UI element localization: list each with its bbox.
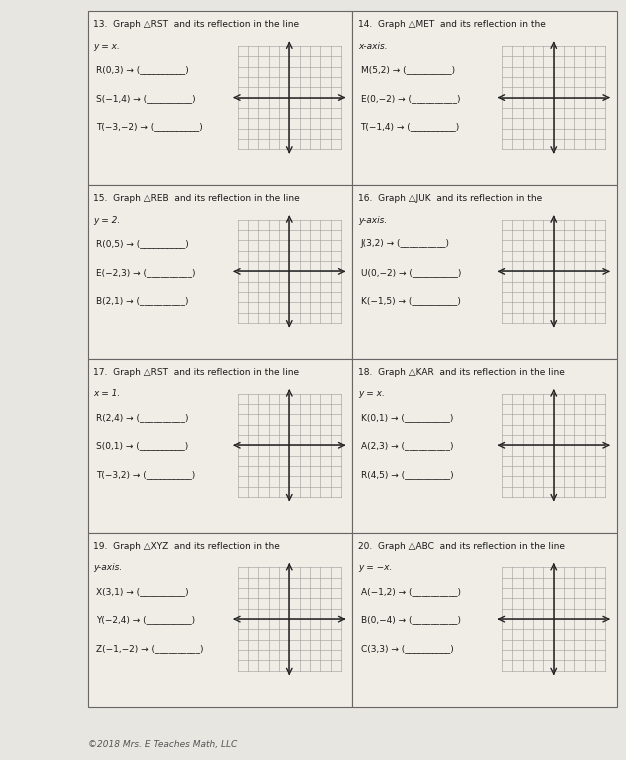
- Text: 19.  Graph △XYZ  and its reflection in the: 19. Graph △XYZ and its reflection in the: [93, 542, 280, 551]
- Text: x-axis.: x-axis.: [358, 42, 387, 51]
- Text: A(2,3) → (__________): A(2,3) → (__________): [361, 442, 453, 451]
- Text: T(−3,2) → (__________): T(−3,2) → (__________): [96, 470, 195, 479]
- Text: y = x.: y = x.: [93, 42, 120, 51]
- Text: T(−3,−2) → (__________): T(−3,−2) → (__________): [96, 122, 203, 131]
- Text: S(−1,4) → (__________): S(−1,4) → (__________): [96, 93, 196, 103]
- Text: 16.  Graph △JUK  and its reflection in the: 16. Graph △JUK and its reflection in the: [358, 194, 542, 203]
- Text: C(3,3) → (__________): C(3,3) → (__________): [361, 644, 453, 653]
- Text: S(0,1) → (__________): S(0,1) → (__________): [96, 442, 188, 451]
- Text: Z(−1,−2) → (__________): Z(−1,−2) → (__________): [96, 644, 203, 653]
- Text: 13.  Graph △RST  and its reflection in the line: 13. Graph △RST and its reflection in the…: [93, 21, 300, 29]
- Text: R(4,5) → (__________): R(4,5) → (__________): [361, 470, 453, 479]
- Text: E(0,−2) → (__________): E(0,−2) → (__________): [361, 93, 460, 103]
- Text: 17.  Graph △RST  and its reflection in the line: 17. Graph △RST and its reflection in the…: [93, 368, 300, 377]
- Text: J(3,2) → (__________): J(3,2) → (__________): [361, 239, 449, 249]
- Text: K(−1,5) → (__________): K(−1,5) → (__________): [361, 296, 461, 305]
- Text: Y(−2,4) → (__________): Y(−2,4) → (__________): [96, 616, 195, 625]
- Text: B(2,1) → (__________): B(2,1) → (__________): [96, 296, 188, 305]
- Text: y = 2.: y = 2.: [93, 216, 121, 225]
- Text: E(−2,3) → (__________): E(−2,3) → (__________): [96, 268, 195, 277]
- Text: A(−1,2) → (__________): A(−1,2) → (__________): [361, 587, 461, 596]
- Text: R(0,3) → (__________): R(0,3) → (__________): [96, 65, 189, 74]
- Text: ©2018 Mrs. E Teaches Math, LLC: ©2018 Mrs. E Teaches Math, LLC: [88, 740, 237, 749]
- Text: y = −x.: y = −x.: [358, 563, 393, 572]
- Text: X(3,1) → (__________): X(3,1) → (__________): [96, 587, 188, 596]
- Text: B(0,−4) → (__________): B(0,−4) → (__________): [361, 616, 461, 625]
- Text: M(5,2) → (__________): M(5,2) → (__________): [361, 65, 454, 74]
- Text: y-axis.: y-axis.: [358, 216, 387, 225]
- Text: U(0,−2) → (__________): U(0,−2) → (__________): [361, 268, 461, 277]
- Text: 20.  Graph △ABC  and its reflection in the line: 20. Graph △ABC and its reflection in the…: [358, 542, 565, 551]
- Text: T(−1,4) → (__________): T(−1,4) → (__________): [361, 122, 460, 131]
- Text: 14.  Graph △MET  and its reflection in the: 14. Graph △MET and its reflection in the: [358, 21, 546, 29]
- Text: y-axis.: y-axis.: [93, 563, 123, 572]
- Text: K(0,1) → (__________): K(0,1) → (__________): [361, 413, 453, 423]
- Text: 15.  Graph △REB  and its reflection in the line: 15. Graph △REB and its reflection in the…: [93, 194, 300, 203]
- Text: x = 1.: x = 1.: [93, 389, 121, 398]
- Text: R(0,5) → (__________): R(0,5) → (__________): [96, 239, 189, 249]
- Text: R(2,4) → (__________): R(2,4) → (__________): [96, 413, 188, 423]
- Text: 18.  Graph △KAR  and its reflection in the line: 18. Graph △KAR and its reflection in the…: [358, 368, 565, 377]
- Text: y = x.: y = x.: [358, 389, 385, 398]
